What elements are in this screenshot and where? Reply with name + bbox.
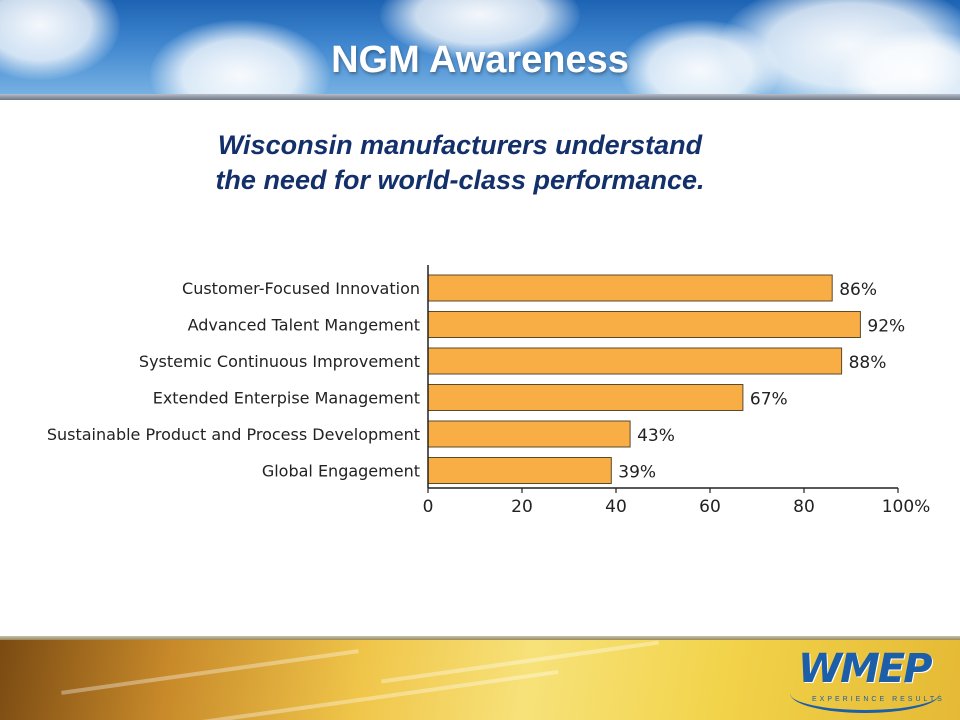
x-tick-label: 0	[423, 497, 434, 517]
category-label: Sustainable Product and Process Developm…	[47, 425, 420, 444]
subtitle-line-2: the need for world-class performance.	[215, 165, 705, 195]
category-label: Global Engagement	[262, 462, 420, 481]
logo-wordmark: WMEP	[798, 646, 933, 692]
footer-stripe	[201, 669, 559, 720]
category-label: Advanced Talent Mangement	[188, 316, 420, 335]
subtitle-line-1: Wisconsin manufacturers understand	[217, 130, 703, 160]
bar	[427, 347, 843, 375]
data-label: 39%	[618, 463, 656, 483]
header-banner	[0, 0, 960, 96]
bar	[427, 457, 612, 484]
x-tick-label: 20	[511, 497, 533, 517]
bar	[427, 274, 833, 302]
data-label: 67%	[750, 390, 788, 410]
awareness-bar-chart: Customer-Focused Innovation 86% Advanced T…	[47, 265, 931, 517]
data-label: 86%	[839, 280, 877, 300]
slide-subtitle: Wisconsin manufacturers understand the n…	[80, 128, 840, 198]
category-label: Extended Enterpise Management	[153, 389, 420, 408]
category-label: Systemic Continuous Improvement	[139, 352, 420, 371]
bar	[427, 420, 631, 448]
footer-banner	[0, 640, 960, 720]
header-divider	[0, 94, 960, 100]
logo-tagline: EXPERIENCE RESULTS	[812, 696, 945, 703]
footer-stripe	[61, 649, 359, 695]
bar	[427, 311, 861, 338]
x-tick-label: 40	[605, 497, 627, 517]
slide-title: NGM Awareness	[331, 39, 629, 81]
x-tick-label: 80	[793, 497, 815, 517]
x-tick-label: 60	[699, 497, 721, 517]
data-label: 88%	[849, 353, 887, 373]
wmep-logo: WMEP EXPERIENCE RESULTS	[790, 646, 950, 716]
data-label: 43%	[637, 426, 675, 446]
category-label: Customer-Focused Innovation	[182, 279, 420, 298]
data-label: 92%	[867, 317, 905, 337]
footer-divider	[0, 636, 960, 641]
bar	[427, 384, 744, 411]
x-tick-label: 100%	[882, 497, 931, 517]
logo-swoosh	[790, 674, 940, 713]
